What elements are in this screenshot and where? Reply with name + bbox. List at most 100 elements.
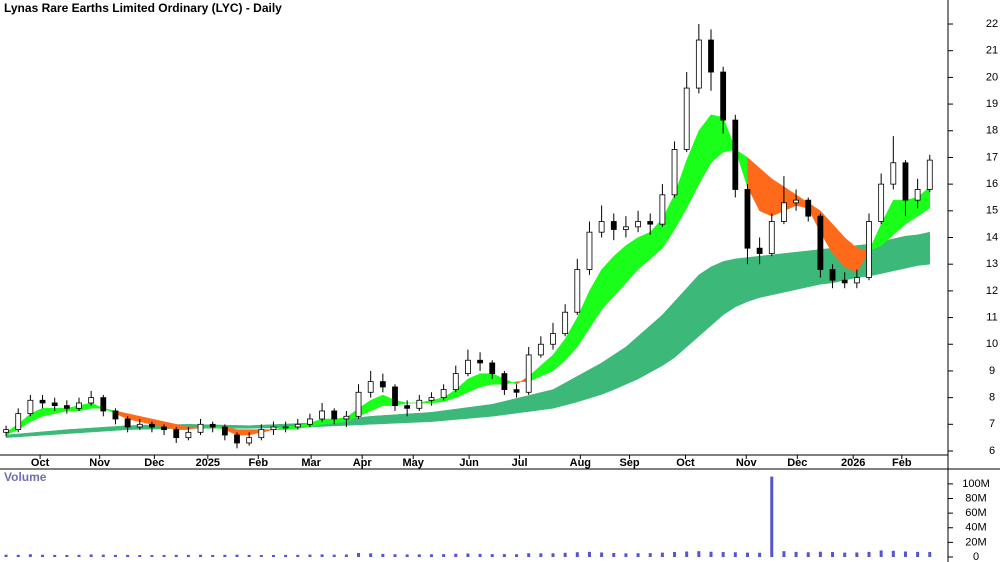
volume-bar: [199, 554, 203, 557]
x-tick-label: Feb: [248, 457, 268, 469]
y-tick-label: 6: [989, 445, 995, 457]
x-tick-label: Feb: [892, 457, 912, 469]
volume-tick-label: 60M: [965, 507, 986, 519]
y-tick-label: 9: [989, 365, 995, 377]
x-tick-label: Nov: [736, 457, 758, 469]
volume-bar: [211, 554, 215, 557]
candle-body: [440, 389, 447, 399]
candle-body: [209, 423, 216, 428]
candle-body: [51, 402, 58, 407]
volume-bar: [600, 552, 604, 557]
candle-body: [416, 399, 423, 409]
candle-body: [525, 354, 532, 393]
volume-bar: [855, 552, 859, 557]
y-tick-label: 15: [986, 205, 998, 217]
volume-bar: [259, 555, 263, 557]
candle-body: [367, 381, 374, 393]
candle-body: [866, 221, 872, 278]
candle-body: [671, 149, 678, 196]
candle-body: [781, 202, 787, 222]
x-tick-label: Dec: [787, 457, 807, 469]
volume-bar: [527, 553, 531, 557]
x-tick-label: Oct: [31, 457, 50, 469]
y-tick-label: 19: [986, 98, 998, 110]
candle-body: [501, 373, 508, 391]
candle-body: [902, 162, 909, 201]
x-tick-label: Jul: [512, 457, 528, 469]
volume-bar: [575, 552, 579, 557]
volume-bar: [101, 554, 105, 557]
candle-body: [197, 423, 204, 433]
y-tick-label: 8: [989, 392, 995, 404]
candle-body: [136, 423, 143, 428]
volume-bar: [794, 551, 798, 557]
chart-title: Lynas Rare Earths Limited Ordinary (LYC)…: [4, 1, 282, 15]
y-tick-label: 14: [986, 231, 998, 243]
candle-body: [27, 399, 34, 415]
candle-body: [294, 423, 301, 428]
candle-body: [829, 269, 836, 281]
y-tick-label: 10: [986, 338, 998, 350]
x-tick-label: Oct: [676, 457, 695, 469]
volume-bar: [587, 551, 591, 557]
candle-body: [805, 199, 812, 217]
candle-body: [841, 279, 848, 284]
x-tick-label: Mar: [301, 457, 321, 469]
candle-body: [379, 381, 386, 388]
candle-body: [756, 247, 763, 254]
candle-body: [768, 221, 775, 254]
candle-body: [477, 359, 483, 364]
volume-bar: [16, 554, 20, 557]
y-tick-label: 18: [986, 125, 998, 137]
candle-body: [623, 226, 629, 230]
volume-bar: [916, 551, 920, 557]
candle-body: [307, 418, 313, 425]
candle-body: [404, 405, 411, 409]
candle-body: [695, 39, 702, 89]
candle-body: [112, 410, 119, 420]
volume-tick-label: 100M: [962, 478, 990, 490]
volume-bar: [223, 554, 227, 557]
volume-bar: [126, 554, 130, 557]
volume-bar: [247, 554, 251, 557]
volume-bar: [284, 554, 288, 557]
volume-bar: [758, 552, 762, 557]
short-band: [856, 247, 870, 274]
volume-bar: [296, 554, 300, 557]
candle-body: [598, 221, 605, 233]
short-band: [917, 186, 931, 217]
x-tick-label: Sep: [619, 457, 639, 469]
short-band: [236, 429, 250, 436]
candle-body: [659, 194, 666, 225]
x-tick-label: 2026: [841, 457, 865, 469]
volume-bar: [903, 551, 907, 557]
candle-body: [708, 39, 714, 73]
volume-bar: [369, 553, 373, 557]
volume-bar: [271, 554, 275, 557]
candle-body: [489, 362, 496, 375]
volume-bar: [4, 554, 8, 557]
volume-bar: [831, 552, 835, 557]
volume-bar: [697, 551, 701, 557]
candle-body: [185, 431, 192, 439]
volume-bar: [673, 552, 677, 557]
x-tick-label: Apr: [353, 457, 373, 469]
candle-body: [343, 415, 350, 420]
candle-body: [258, 429, 265, 439]
volume-bar: [174, 554, 178, 557]
candle-body: [744, 189, 751, 249]
volume-bar: [818, 551, 822, 557]
candle-body: [124, 418, 131, 428]
candle-body: [282, 426, 289, 429]
volume-bar: [417, 554, 421, 557]
volume-bar: [648, 553, 652, 557]
y-tick-label: 13: [986, 258, 998, 270]
volume-bar: [502, 554, 506, 557]
candle-body: [246, 437, 253, 444]
volume-bar: [308, 554, 312, 557]
volume-bar: [539, 553, 543, 557]
x-tick-label: 2025: [196, 457, 220, 469]
volume-bar: [138, 555, 142, 557]
volume-bar: [65, 554, 69, 557]
